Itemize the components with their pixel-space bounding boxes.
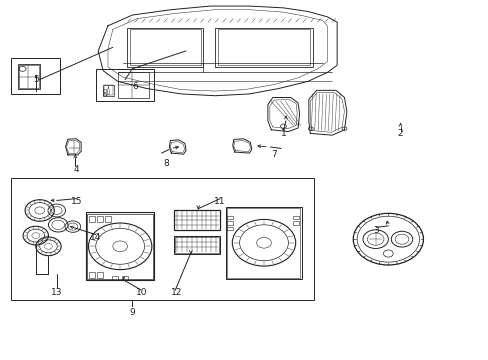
Bar (103, 85, 113, 95)
Text: 8: 8 (163, 159, 169, 168)
Bar (227, 221, 233, 225)
Bar (217, 30, 310, 65)
Bar (118, 72, 149, 98)
Text: 12: 12 (170, 288, 182, 297)
Bar (227, 216, 233, 220)
Bar (215, 28, 312, 67)
Bar (89, 272, 95, 278)
Bar (19, 65, 39, 88)
Bar (112, 276, 118, 280)
Bar (86, 212, 154, 280)
Bar (127, 28, 203, 67)
Bar (227, 226, 233, 230)
Text: 7: 7 (270, 150, 276, 159)
Bar (122, 276, 128, 280)
Bar (87, 214, 153, 279)
Text: 9: 9 (129, 308, 135, 317)
Text: 6: 6 (132, 82, 138, 91)
Text: 5: 5 (33, 75, 39, 84)
Bar (97, 216, 103, 222)
Text: 10: 10 (136, 288, 147, 297)
Bar (96, 69, 154, 101)
Bar (105, 216, 111, 222)
Text: 4: 4 (73, 165, 79, 174)
Text: 13: 13 (51, 288, 62, 297)
Bar (173, 235, 220, 253)
Bar (89, 216, 95, 222)
Text: 11: 11 (214, 197, 225, 206)
Bar (97, 272, 103, 278)
Bar (227, 208, 300, 278)
Text: 3: 3 (372, 226, 378, 235)
Bar (293, 221, 299, 225)
Bar (103, 85, 114, 96)
Text: 14: 14 (90, 233, 101, 242)
Bar (11, 178, 313, 300)
Bar (173, 211, 220, 230)
Text: 15: 15 (70, 197, 82, 206)
Text: 1: 1 (280, 129, 286, 138)
Bar (174, 237, 219, 253)
Bar (293, 216, 299, 220)
Bar (225, 207, 301, 279)
Text: 2: 2 (397, 129, 403, 138)
Bar (11, 58, 60, 94)
Bar (130, 30, 200, 65)
Bar (18, 64, 40, 89)
